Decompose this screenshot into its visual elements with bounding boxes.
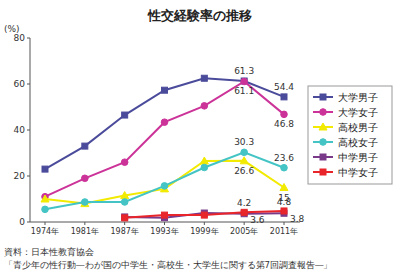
- chart: 性交経験率の推移(%)0204060801974年1981年1987年1993年…: [0, 0, 400, 280]
- y-tick-label: 40: [14, 125, 26, 135]
- marker: [161, 119, 168, 126]
- marker: [121, 199, 128, 206]
- series-line: [45, 78, 284, 169]
- marker: [200, 157, 208, 164]
- legend-label: 大学女子: [338, 107, 378, 118]
- marker: [201, 75, 207, 81]
- marker: [201, 103, 208, 110]
- x-tick: [164, 222, 165, 225]
- marker: [241, 78, 248, 85]
- marker: [241, 149, 248, 156]
- marker: [281, 94, 287, 100]
- x-tick: [124, 222, 125, 225]
- title: 性交経験率の推移: [147, 8, 252, 23]
- marker: [41, 195, 49, 202]
- marker: [82, 199, 89, 206]
- marker: [122, 112, 128, 118]
- marker: [320, 169, 326, 175]
- x-tick-label: 1974年: [31, 227, 59, 236]
- marker: [42, 206, 49, 213]
- data-label: 26.6: [234, 166, 254, 176]
- marker: [320, 139, 327, 146]
- y-axis: [30, 38, 31, 222]
- x-tick: [244, 222, 245, 225]
- series-line: [45, 161, 284, 204]
- marker: [162, 212, 168, 218]
- legend-label: 大学男子: [338, 92, 378, 103]
- data-label: 61.3: [234, 66, 254, 76]
- x-tick-label: 1993年: [150, 227, 178, 236]
- x-tick: [284, 222, 285, 225]
- legend-label: 高校男子: [338, 122, 378, 133]
- y-tick-label: 20: [14, 171, 26, 181]
- marker: [319, 123, 327, 130]
- data-label: 3.8: [290, 214, 305, 224]
- y-tick-label: 0: [19, 217, 25, 227]
- marker: [281, 164, 288, 171]
- legend-label: 中学男子: [338, 152, 378, 163]
- marker: [281, 111, 288, 118]
- marker: [320, 94, 326, 100]
- x-tick: [45, 222, 46, 225]
- marker: [162, 87, 168, 93]
- source-note: 資料：日本性教育協会: [4, 247, 94, 257]
- series-line: [45, 81, 284, 196]
- data-label: 54.4: [274, 82, 294, 92]
- legend-label: 中学女子: [338, 167, 378, 178]
- marker: [122, 214, 128, 220]
- y-tick-label: 80: [14, 33, 26, 43]
- marker: [161, 183, 168, 190]
- marker: [82, 143, 88, 149]
- marker: [241, 209, 247, 215]
- marker: [121, 159, 128, 166]
- legend-box: [308, 86, 392, 184]
- series-line: [45, 152, 284, 209]
- x-tick-label: 2011年: [270, 227, 298, 236]
- marker: [201, 164, 208, 171]
- marker: [240, 157, 248, 164]
- y-tick-label: 60: [14, 79, 26, 89]
- x-tick-label: 2005年: [230, 227, 258, 236]
- marker: [122, 215, 128, 221]
- marker: [320, 109, 327, 116]
- marker: [281, 208, 287, 214]
- data-label: 23.6: [274, 153, 294, 163]
- marker: [280, 184, 288, 191]
- data-label: 61.1: [234, 86, 254, 96]
- data-label: 4.2: [237, 198, 251, 208]
- marker: [42, 166, 48, 172]
- marker: [121, 192, 129, 199]
- data-label: 30.3: [234, 137, 254, 147]
- data-label: 3.6: [250, 215, 265, 225]
- data-label: 46.8: [274, 119, 294, 129]
- data-label: 4.8: [277, 197, 292, 207]
- marker: [320, 154, 326, 160]
- marker: [81, 200, 89, 207]
- marker: [201, 212, 207, 218]
- marker: [241, 78, 247, 84]
- legend-label: 高校女子: [338, 137, 378, 148]
- plot-area: [41, 75, 288, 221]
- x-tick-label: 1999年: [190, 227, 218, 236]
- x-tick-label: 1987年: [110, 227, 138, 236]
- data-labels: 61.354.461.146.826.61530.323.63.63.84.24…: [234, 66, 304, 225]
- source-note: 「青少年の性行動―わが国の中学生・高校生・大学生に関する第7回調査報告―」: [4, 260, 332, 270]
- x-tick: [84, 222, 85, 225]
- x-tick-label: 1981年: [71, 227, 99, 236]
- marker: [82, 175, 89, 182]
- x-tick: [204, 222, 205, 225]
